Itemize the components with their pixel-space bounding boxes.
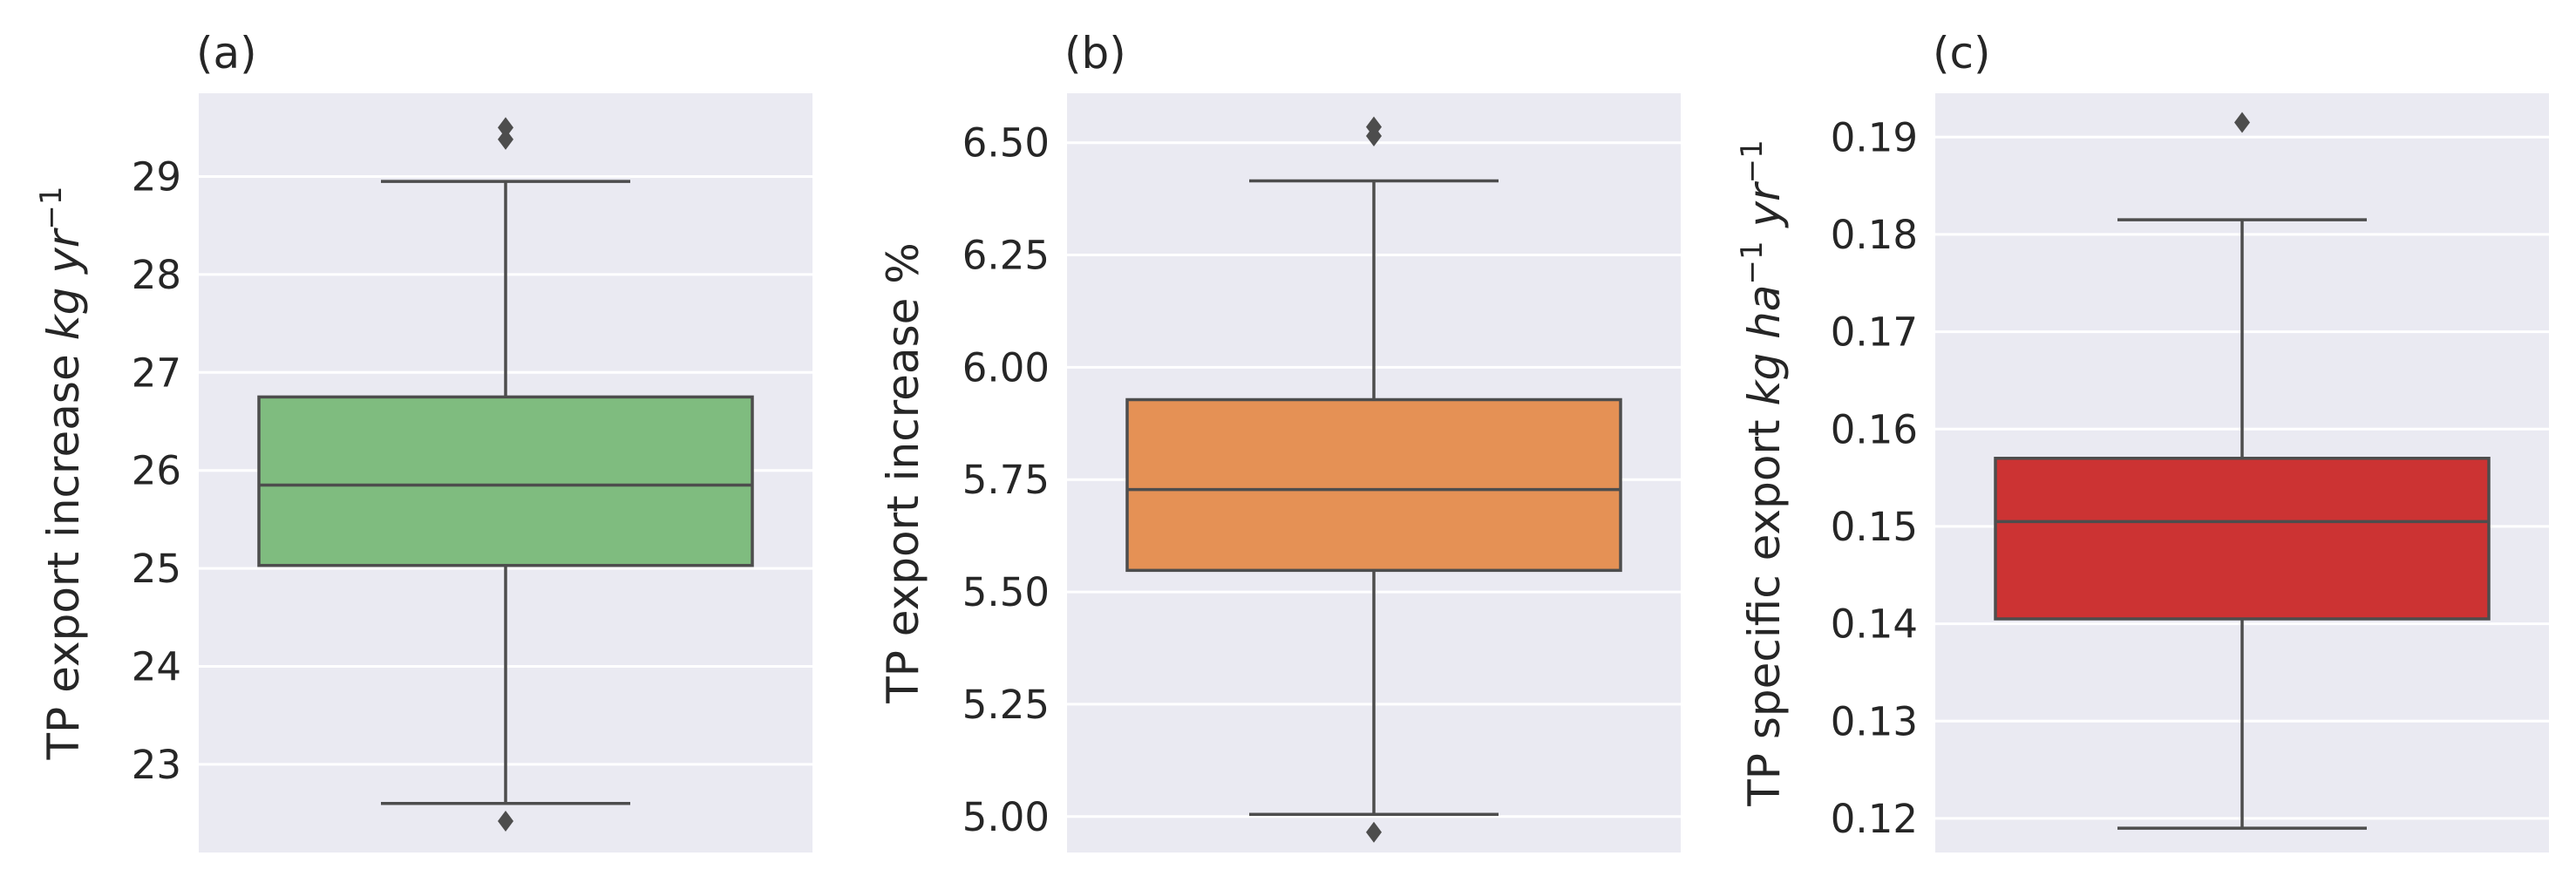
panel-1: 23 24 25 26 27 28 29 (a) TP export increase kg y… bbox=[34, 28, 812, 852]
y-tick-label: 0.19 bbox=[1831, 114, 1918, 160]
y-tick-label: 0.14 bbox=[1831, 601, 1918, 648]
y-axis-unit: yr bbox=[1739, 180, 1790, 241]
y-tick-label: 0.16 bbox=[1831, 406, 1918, 452]
outlier-point bbox=[498, 117, 513, 139]
panel-title: (a) bbox=[196, 28, 257, 78]
y-tick-label: 5.50 bbox=[962, 569, 1050, 615]
y-tick-label: 25 bbox=[132, 546, 181, 592]
y-axis-unit: kg bbox=[38, 288, 89, 341]
y-tick-label: 6.50 bbox=[962, 120, 1050, 166]
y-tick-label: 5.25 bbox=[962, 682, 1050, 728]
y-tick-label: 6.00 bbox=[962, 344, 1050, 391]
y-tick-label: 26 bbox=[132, 448, 181, 494]
outlier-point bbox=[2234, 112, 2250, 133]
outlier-point bbox=[498, 128, 513, 150]
y-axis-label: TP export increase kg yr−1 bbox=[34, 187, 89, 761]
y-axis-unit: kg bbox=[1739, 353, 1790, 406]
iqr-box bbox=[1994, 457, 2491, 621]
y-tick-label: 28 bbox=[132, 252, 181, 298]
panel-3: 0.12 0.13 0.14 0.15 0.16 0.17 0.18 0.19 (c) TP sp… bbox=[1735, 28, 2549, 852]
iqr-box bbox=[1125, 397, 1622, 573]
iqr-box bbox=[257, 395, 754, 567]
outlier-point bbox=[1366, 116, 1382, 138]
y-tick-label: 29 bbox=[132, 154, 181, 200]
y-axis-label: TP specific export kg ha−1 yr−1 bbox=[1735, 139, 1790, 807]
y-axis-unit-exponent: −1 bbox=[1735, 139, 1770, 183]
y-axis-label-text: TP export increase bbox=[38, 340, 89, 760]
y-axis-label: TP export increase % bbox=[878, 242, 928, 704]
panel-title: (b) bbox=[1064, 28, 1126, 78]
y-tick-label: 0.17 bbox=[1831, 309, 1918, 356]
panel-title: (c) bbox=[1933, 28, 1991, 78]
y-tick-label: 5.00 bbox=[962, 794, 1050, 840]
y-axis-label-text: TP export increase % bbox=[878, 242, 928, 704]
y-tick-label: 6.25 bbox=[962, 233, 1050, 279]
y-axis-label-text: TP specific export bbox=[1739, 405, 1790, 806]
y-tick-label: 23 bbox=[132, 742, 181, 788]
y-axis-unit: ha bbox=[1739, 285, 1790, 353]
y-tick-label: 0.18 bbox=[1831, 212, 1918, 258]
y-axis-unit: yr bbox=[38, 227, 89, 287]
y-tick-label: 5.75 bbox=[962, 457, 1050, 503]
outlier-point bbox=[498, 811, 513, 832]
y-tick-label: 27 bbox=[132, 350, 181, 396]
y-axis-unit-exponent: −1 bbox=[34, 187, 69, 230]
y-tick-label: 0.15 bbox=[1831, 504, 1918, 550]
panel-2: 5.00 5.25 5.50 5.75 6.00 6.25 6.50 (b) TP export… bbox=[878, 28, 1681, 852]
y-axis-unit-exponent: −1 bbox=[1735, 241, 1770, 284]
outlier-point bbox=[1366, 821, 1382, 843]
y-tick-label: 24 bbox=[132, 643, 181, 689]
y-tick-label: 0.12 bbox=[1831, 796, 1918, 842]
y-tick-label: 0.13 bbox=[1831, 698, 1918, 744]
